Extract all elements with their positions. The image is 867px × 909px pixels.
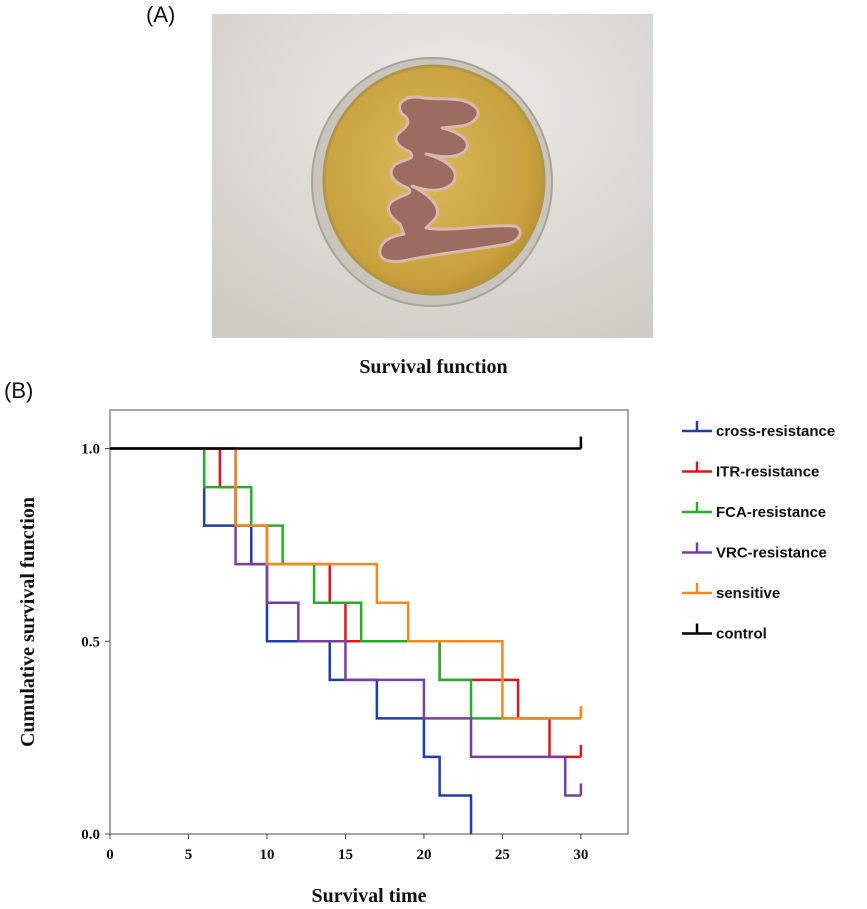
legend-label: cross-resistance <box>716 423 835 440</box>
series-VRC-resistance <box>110 447 581 797</box>
legend-item: ITR-resistance <box>682 461 819 481</box>
legend-item: control <box>682 623 767 643</box>
panel-b-label: (B) <box>4 378 34 403</box>
y-tick-label: 0.0 <box>81 827 100 843</box>
x-tick-label: 0 <box>106 847 114 863</box>
y-axis-title: Cumulative survival function <box>17 497 39 747</box>
legend-item: VRC-resistance <box>682 542 827 562</box>
x-axis-title: Survival time <box>312 885 427 907</box>
x-tick-label: 15 <box>338 847 353 863</box>
x-tick-label: 5 <box>185 847 193 863</box>
legend-label: ITR-resistance <box>716 464 819 481</box>
x-tick-label: 30 <box>573 847 588 863</box>
plot-frame <box>109 409 629 835</box>
legend-label: control <box>716 626 767 643</box>
y-tick-label: 0.5 <box>81 634 100 650</box>
legend-label: sensitive <box>716 585 780 602</box>
series-FCA-resistance <box>110 447 581 720</box>
legend-item: cross-resistance <box>682 421 835 440</box>
legend-item: FCA-resistance <box>682 502 826 521</box>
legend-label: VRC-resistance <box>716 545 827 562</box>
x-tick-label: 10 <box>259 847 274 863</box>
petri-dish-photo <box>212 14 653 338</box>
panel-a-label: (A) <box>146 2 176 27</box>
legend-item: sensitive <box>682 583 780 602</box>
legend-label: FCA-resistance <box>716 504 826 521</box>
y-tick-label: 1.0 <box>81 442 100 458</box>
x-tick-label: 25 <box>495 847 510 863</box>
x-tick-label: 20 <box>416 847 431 863</box>
series-sensitive <box>110 447 581 720</box>
chart-title: Survival function <box>359 356 508 378</box>
